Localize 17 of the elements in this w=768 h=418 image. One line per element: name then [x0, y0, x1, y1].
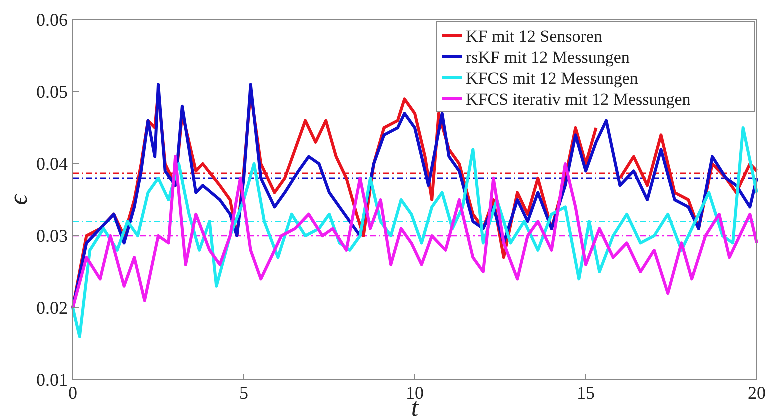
legend-label: KFCS iterativ mit 12 Messungen	[466, 90, 692, 109]
legend-label: KF mit 12 Sensoren	[466, 27, 603, 46]
x-tick-label: 15	[577, 383, 595, 403]
y-tick-label: 0.02	[36, 298, 68, 318]
x-tick-label: 0	[68, 383, 78, 403]
y-axis-title: ϵ	[4, 193, 33, 206]
x-tick-label: 20	[748, 383, 766, 403]
line-series	[72, 155, 758, 310]
line-series	[72, 126, 758, 338]
legend-label: rsKF mit 12 Messungen	[466, 48, 630, 67]
legend-label: KFCS mit 12 Messungen	[466, 69, 639, 88]
y-tick-label: 0.05	[36, 82, 68, 102]
y-tick-label: 0.01	[36, 370, 68, 390]
y-tick-label: 0.03	[36, 226, 68, 246]
y-tick-label: 0.04	[36, 154, 68, 174]
x-tick-label: 5	[240, 383, 248, 403]
y-tick-label: 0.06	[36, 10, 68, 30]
